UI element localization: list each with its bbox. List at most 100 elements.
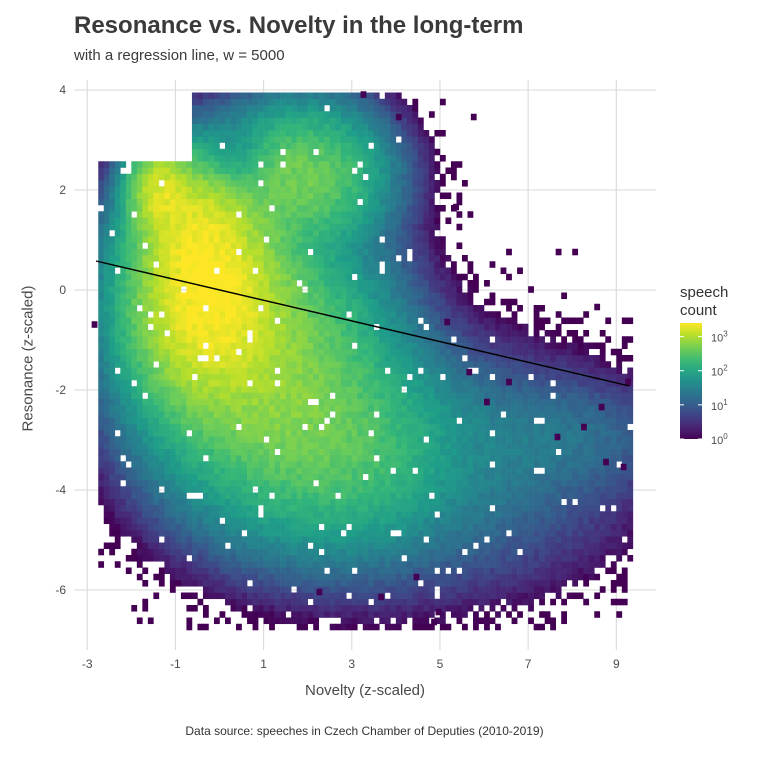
density-bin: [164, 186, 171, 193]
density-bin: [439, 311, 446, 318]
density-bin: [412, 567, 419, 575]
density-bin: [362, 192, 369, 200]
density-bin: [324, 111, 331, 118]
density-bin: [236, 92, 242, 100]
density-bin: [247, 436, 253, 443]
density-bin: [390, 255, 397, 262]
density-bin: [219, 280, 226, 287]
density-bin: [230, 317, 237, 325]
density-bin: [236, 292, 242, 300]
density-bin: [186, 392, 193, 400]
density-bin: [307, 461, 314, 468]
density-bin: [197, 555, 204, 562]
density-bin: [357, 536, 364, 543]
density-bin: [285, 330, 292, 337]
density-bin: [428, 598, 435, 606]
density-bin: [213, 192, 220, 200]
density-bin: [258, 142, 264, 150]
density-bin: [191, 405, 198, 412]
density-bin: [357, 180, 364, 187]
density-bin: [412, 398, 419, 406]
density-bin: [406, 480, 413, 487]
density-bin: [357, 217, 364, 225]
density-bin: [175, 205, 182, 212]
density-bin: [318, 361, 325, 368]
density-bin: [225, 267, 231, 275]
density-bin: [390, 367, 397, 375]
density-bin: [423, 467, 430, 475]
density-bin: [269, 536, 275, 543]
density-bin: [191, 223, 198, 231]
density-bin: [346, 236, 353, 243]
density-bin: [313, 323, 319, 331]
density-bin: [274, 536, 281, 543]
density-bin: [406, 423, 413, 431]
density-bin: [175, 398, 182, 406]
density-bin: [346, 286, 353, 293]
density-bin: [213, 148, 220, 156]
density-bin: [445, 423, 452, 431]
density-bin: [213, 261, 220, 268]
density-bin: [428, 167, 435, 175]
density-bin: [247, 211, 253, 218]
density-bin: [180, 355, 187, 362]
density-bin: [202, 211, 209, 218]
density-bin: [236, 180, 242, 187]
density-bin: [153, 330, 160, 337]
density-bin: [362, 161, 369, 168]
density-bin: [302, 311, 308, 318]
density-bin: [291, 436, 297, 443]
density-bin: [114, 242, 121, 250]
density-bin: [335, 223, 342, 231]
density-bin: [302, 255, 308, 262]
density-bin: [213, 411, 220, 418]
density-bin: [368, 111, 375, 118]
density-bin: [313, 198, 319, 206]
density-bin: [241, 567, 248, 575]
density-bin: [236, 305, 242, 312]
density-bin: [241, 411, 248, 418]
density-bin: [417, 473, 424, 481]
density-bin: [280, 517, 286, 525]
density-bin: [324, 192, 331, 200]
density-bin: [131, 530, 138, 537]
density-bin: [202, 411, 209, 418]
density-bin: [313, 423, 319, 431]
density-bin: [406, 411, 413, 418]
density-bin: [362, 255, 369, 262]
density-bin: [417, 605, 424, 612]
density-bin: [318, 211, 325, 218]
density-bin: [114, 417, 121, 425]
density-bin: [252, 505, 259, 512]
density-bin: [213, 123, 220, 131]
density-bin: [180, 417, 187, 425]
density-bin: [180, 480, 187, 487]
density-bin: [236, 186, 242, 193]
density-bin: [406, 586, 413, 593]
density-bin: [313, 605, 319, 612]
density-bin: [373, 273, 380, 281]
density-bin: [236, 161, 242, 168]
density-bin: [390, 405, 397, 412]
density-bin: [263, 330, 270, 337]
density-bin: [395, 298, 402, 306]
density-bin: [208, 148, 215, 156]
density-bin: [225, 548, 231, 556]
density-bin: [147, 455, 154, 462]
density-bin: [219, 223, 226, 231]
density-bin: [225, 123, 231, 131]
density-bin: [263, 567, 270, 575]
density-bin: [252, 417, 259, 425]
density-bin: [274, 386, 281, 393]
density-bin: [368, 136, 375, 143]
density-bin: [142, 198, 149, 206]
density-bin: [329, 523, 336, 531]
density-bin: [307, 317, 314, 325]
density-bin: [313, 442, 319, 450]
density-bin: [307, 267, 314, 275]
density-bin: [175, 355, 182, 362]
density-bin: [175, 161, 182, 168]
density-bin: [318, 473, 325, 481]
density-bin: [103, 411, 110, 418]
density-bin: [335, 573, 342, 581]
